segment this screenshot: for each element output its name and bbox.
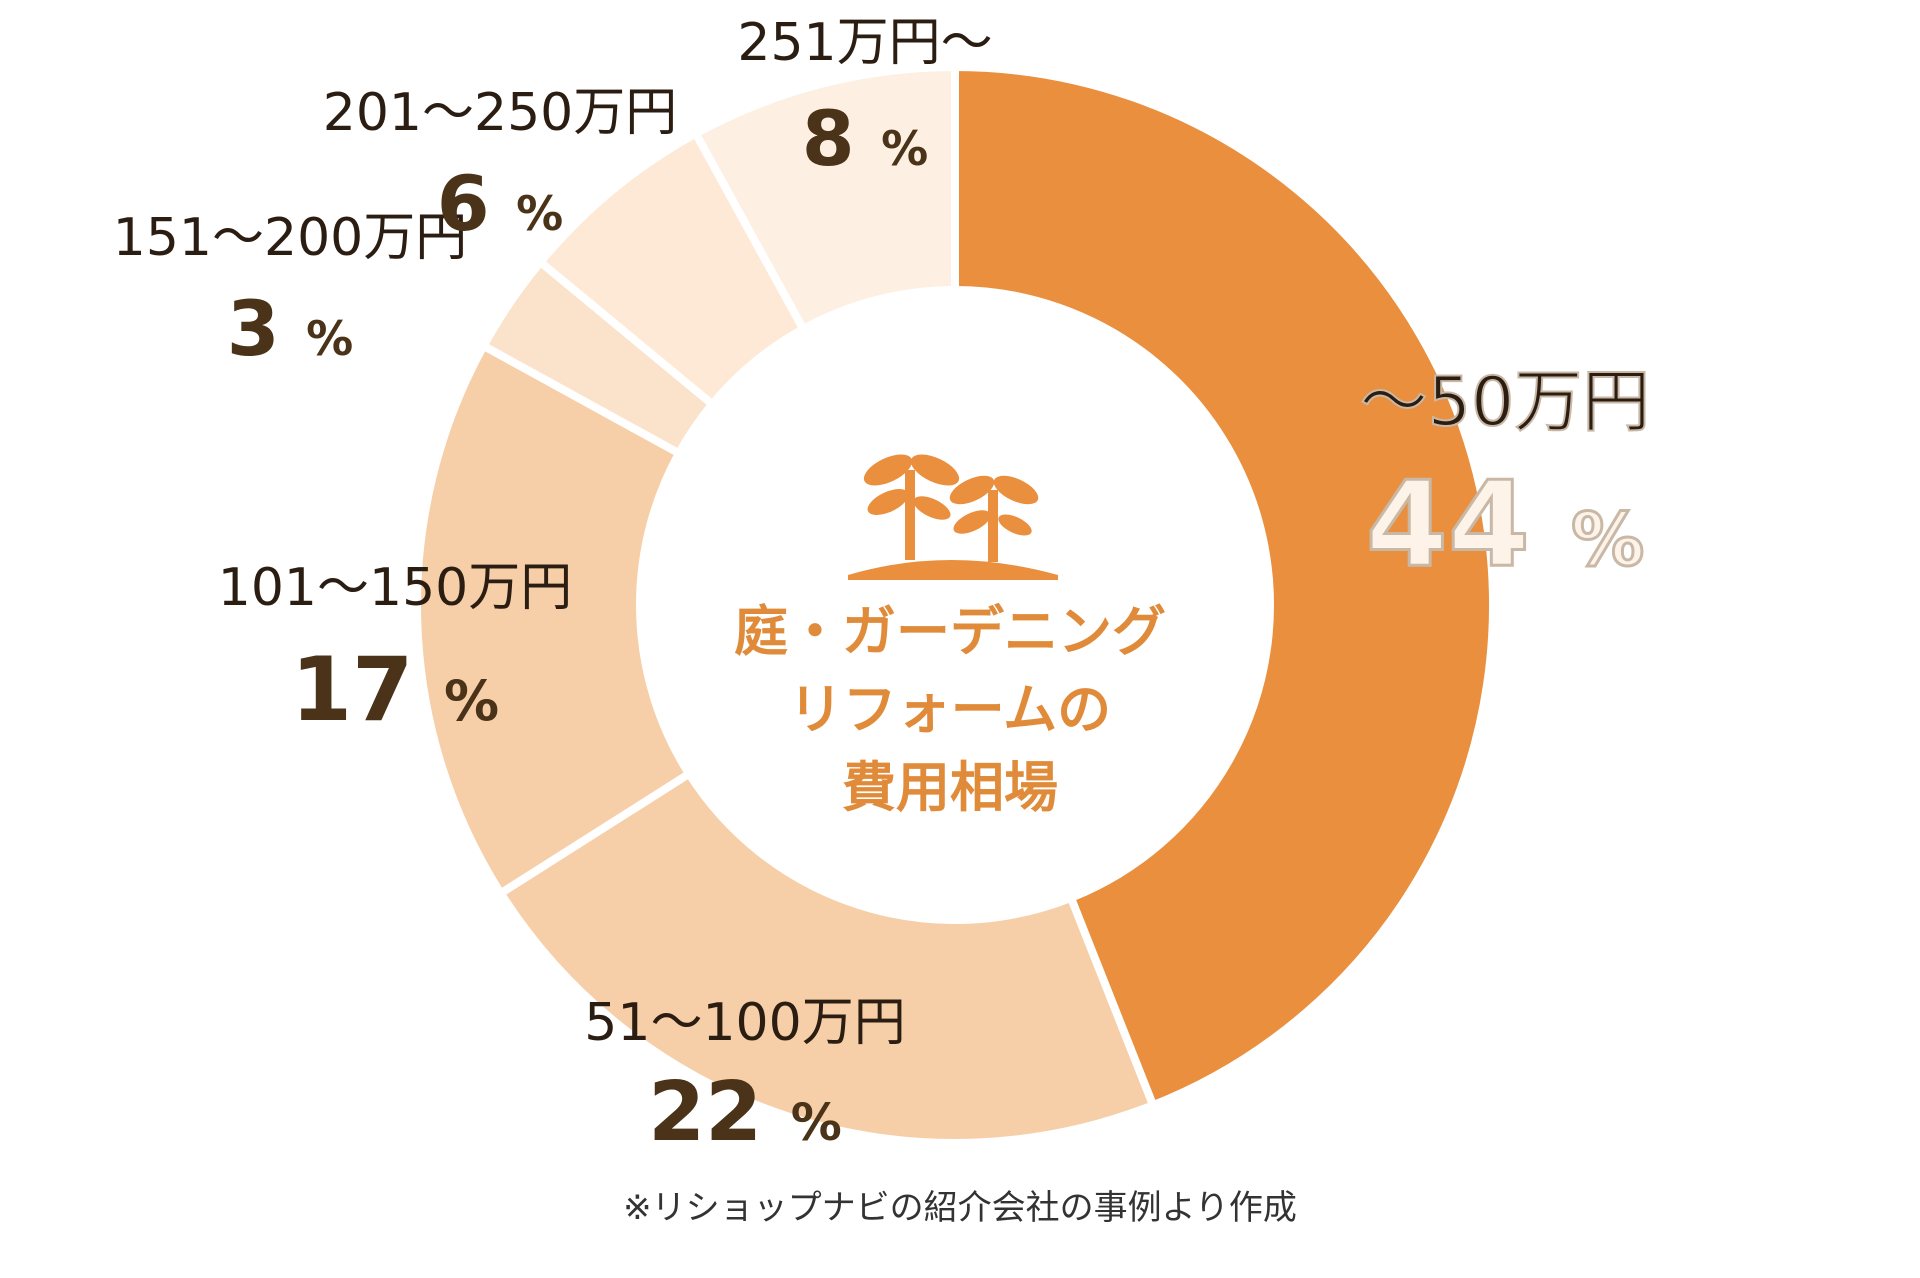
slice-label-1: ～50万円 xyxy=(1360,363,1651,442)
chart-center: 庭・ガーデニング リフォームの 費用相場 xyxy=(734,454,1166,819)
center-title-line-3: 費用相場 xyxy=(842,756,1058,819)
slice-3 xyxy=(413,340,695,899)
slice-label-4: 151～200万円 xyxy=(113,208,468,268)
slice-label-6: 251万円～ xyxy=(737,13,992,73)
slice-value-2: 22 % xyxy=(648,1065,842,1160)
donut-slices xyxy=(413,62,1497,1147)
center-title-line-1: 庭・ガーデニング xyxy=(734,600,1166,663)
slice-6 xyxy=(690,62,959,335)
footnote: ※リショップナビの紹介会社の事例より作成 xyxy=(623,1188,1297,1228)
sprouts-icon xyxy=(848,454,1058,580)
slice-value-6: 8 % xyxy=(802,94,928,183)
slice-value-4: 3 % xyxy=(227,284,353,373)
slice-label-2: 51～100万円 xyxy=(584,993,905,1053)
slice-2 xyxy=(495,768,1159,1147)
slice-1 xyxy=(951,62,1497,1111)
slice-value-5: 6 % xyxy=(437,159,563,248)
slice-value-1: 44 % xyxy=(1366,455,1644,593)
slice-label-5: 201～250万円 xyxy=(323,83,678,143)
center-title-line-2: リフォームの xyxy=(789,678,1111,741)
donut-hole xyxy=(642,292,1268,918)
slice-label-3: 101～150万円 xyxy=(218,558,573,618)
slice-value-3: 17 % xyxy=(291,638,499,741)
slice-labels: ～50万円 44 % 51～100万円 22 % 101～150万円 17 % 151～20… xyxy=(113,13,1652,1160)
